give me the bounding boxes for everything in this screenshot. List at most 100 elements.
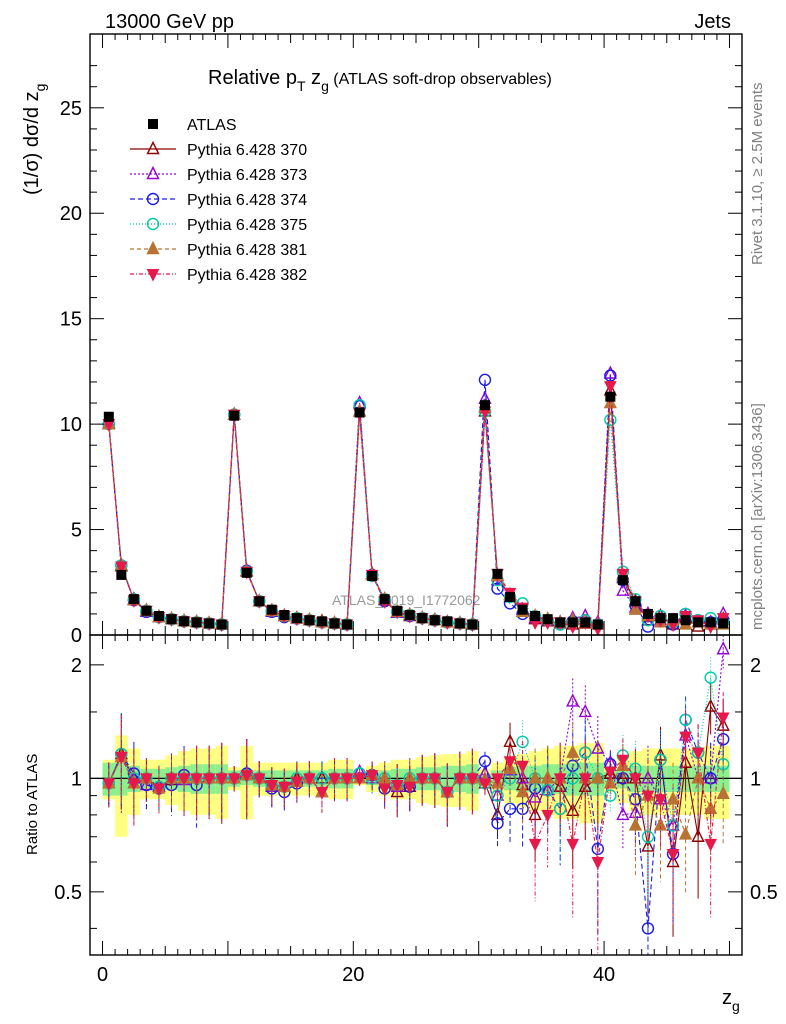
y-tick-label: 20 [60,203,82,225]
ratio-point [303,773,316,786]
ratio-point [102,778,116,791]
legend-marker [146,192,160,206]
legend-entry: Pythia 6.428 375 [130,217,307,234]
series-pythia-6.428-373 [102,365,730,630]
series-line [108,373,724,626]
ratio-point [704,838,717,852]
data-point [604,381,617,394]
data-point [505,592,516,603]
ratio-point [628,817,643,831]
ratio-point [491,817,504,830]
ratio-point [403,781,417,795]
legend-label: Pythia 6.428 381 [187,242,307,259]
ratio-point [704,671,717,684]
ratio-point [528,838,542,852]
data-point [103,411,114,422]
data-point [153,611,164,622]
ratio-point [127,778,141,791]
data-point [467,619,478,630]
data-point [342,619,353,630]
data-point [630,596,641,607]
data-point [517,604,528,615]
data-point [603,394,617,409]
analysis-watermark: ATLAS_2019_I1772062 [332,592,481,608]
legend-marker [146,269,160,282]
ratio-line [108,717,724,863]
data-point [604,369,617,382]
legend-entry: Pythia 6.428 373 [130,165,307,184]
ratio-point [390,780,404,793]
ratio-point [604,766,617,780]
series-atlas [103,391,729,630]
data-point [491,582,504,595]
ratio-point [491,773,504,786]
data-point [555,617,566,628]
x-tick-label: 0 [97,964,108,986]
legend-label: Pythia 6.428 373 [187,167,307,184]
data-point [141,605,152,616]
ratio-point [215,773,228,786]
data-point [693,617,704,628]
ratio-point [478,755,492,768]
ratio-point [716,733,730,746]
data-point [492,568,503,579]
y-tick-label: 5 [71,520,82,542]
ratio-point [553,773,567,786]
ratio-point [453,773,467,786]
ratio-point [566,693,580,707]
data-point [241,567,252,578]
data-point [304,615,315,626]
ratio-point [278,781,291,795]
data-point [392,605,403,616]
data-point [580,617,591,628]
legend: ATLAS Pythia 6.428 370 Pythia 6.428 373 Pyt… [130,117,307,284]
data-point [229,410,240,421]
ratio-point [516,760,529,774]
ratio-point [503,756,517,769]
title-sub1: T [297,78,306,94]
data-point [166,614,177,625]
legend-marker [146,240,160,255]
y-tick-label: 10 [60,414,82,436]
ratio-point [328,773,341,786]
ratio-point [654,794,667,807]
ratio-point [428,773,442,786]
ratio-pythia-6.428-382 [102,692,730,955]
ratio-point [679,731,692,745]
main-ylabel-text: (1/σ) dσ/d z [21,91,43,195]
legend-label: ATLAS [187,117,237,134]
data-point [115,561,128,575]
ratio-point [240,770,254,783]
data-point [617,575,628,586]
data-point [254,596,265,607]
side-text-mcplots: mcplots.cern.ch [arXiv:1306.3436] [749,403,766,630]
ratio-point [177,773,191,786]
ratio-point [591,740,605,754]
plot-title: Relative pT zg (ATLAS soft-drop observab… [208,67,552,94]
data-point [454,618,465,629]
header-right: Jets [694,11,731,33]
data-point [204,618,215,629]
ratio-ylabel: Ratio to ATLAS [24,754,41,855]
ratio-point [716,785,730,799]
ratio-point [603,775,617,789]
data-point [379,594,390,605]
data-point [316,616,327,627]
ratio-point [290,776,304,790]
ratio-point [340,773,354,786]
ratio-y-tick-label: 1 [71,768,82,790]
data-point [329,618,340,629]
ratio-point [591,770,605,784]
x-tick-label: 20 [342,964,364,986]
ratio-point [641,838,655,852]
series-line [108,375,724,628]
data-point [668,613,679,624]
title-tail: (ATLAS soft-drop observables) [329,71,552,88]
ratio-point [227,773,241,786]
data-point [616,568,630,582]
ratio-point [653,817,668,831]
y-tick-label: 25 [60,98,82,120]
side-text-rivet: Rivet 3.1.10, ≥ 2.5M events [749,83,766,266]
ratio-point [152,783,166,797]
